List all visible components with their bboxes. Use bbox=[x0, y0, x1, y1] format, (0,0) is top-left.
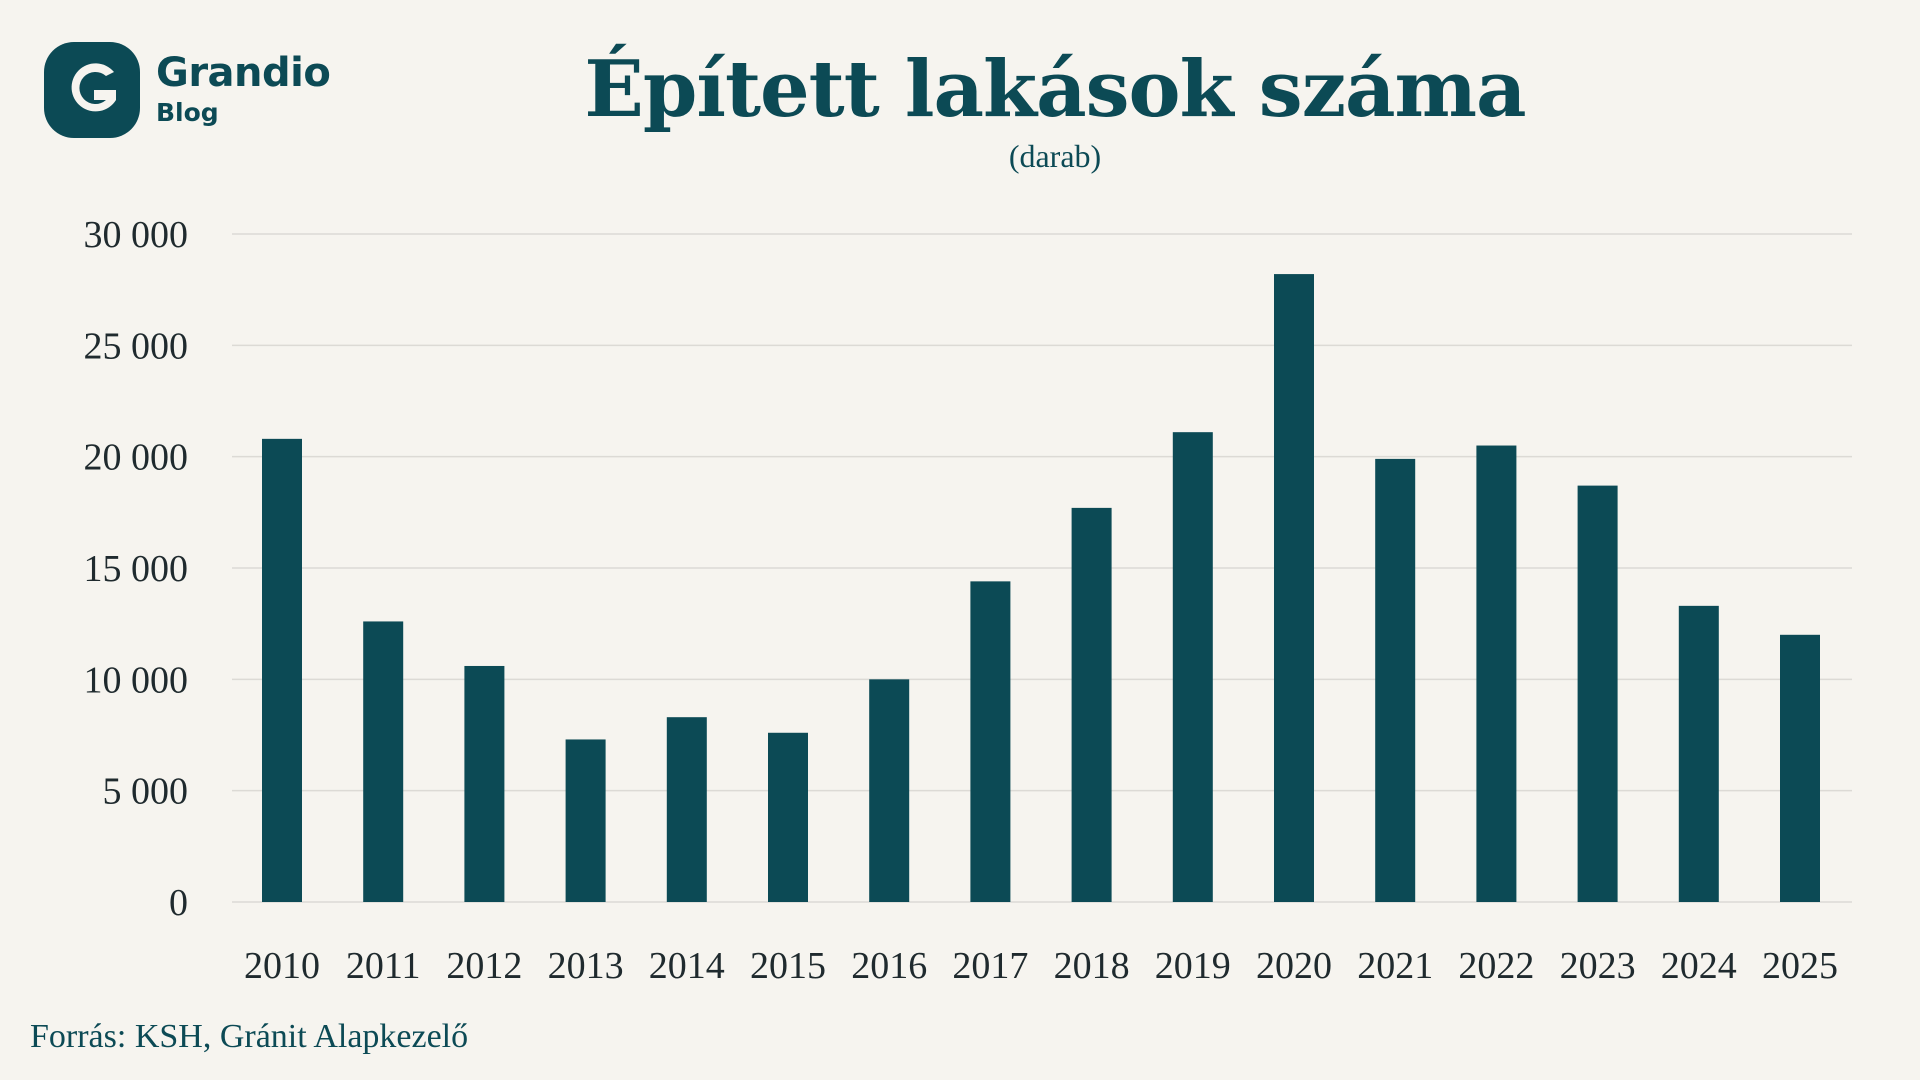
brand-name: Grandio bbox=[156, 50, 331, 96]
bar-2018 bbox=[1071, 507, 1112, 902]
x-tick-label: 2016 bbox=[851, 945, 927, 987]
x-tick-label: 2024 bbox=[1661, 945, 1737, 987]
bar-2017 bbox=[970, 581, 1011, 902]
y-tick-label: 20 000 bbox=[84, 437, 189, 479]
bar-2015 bbox=[768, 732, 808, 902]
bar-chart: 0 5 000 10 000 15 000 20 000 25 000 30 000 201… bbox=[84, 214, 1852, 987]
y-tick-label: 25 000 bbox=[84, 325, 189, 367]
x-tick-label: 2021 bbox=[1357, 945, 1433, 987]
x-tick-label: 2020 bbox=[1256, 945, 1332, 987]
bar-2010 bbox=[262, 438, 302, 902]
grandio-g-icon bbox=[44, 42, 140, 138]
x-tick-label: 2014 bbox=[649, 945, 725, 987]
bar-2011 bbox=[363, 621, 404, 902]
x-tick-label: 2019 bbox=[1155, 945, 1231, 987]
y-tick-label: 15 000 bbox=[84, 548, 189, 590]
y-tick-label: 5 000 bbox=[103, 771, 189, 813]
bar-2021 bbox=[1375, 458, 1416, 902]
y-tick-label: 0 bbox=[169, 882, 188, 924]
x-tick-label: 2018 bbox=[1054, 945, 1130, 987]
x-tick-label: 2023 bbox=[1560, 945, 1636, 987]
bar-2022 bbox=[1476, 445, 1517, 902]
bar-2016 bbox=[869, 679, 910, 902]
grandio-blog-logo[interactable]: Grandio Blog bbox=[44, 42, 384, 142]
bar-2025 bbox=[1780, 634, 1820, 902]
x-tick-label: 2022 bbox=[1458, 945, 1534, 987]
x-tick-label: 2010 bbox=[244, 945, 320, 987]
x-tick-label: 2012 bbox=[446, 945, 522, 987]
y-tick-label: 10 000 bbox=[84, 659, 189, 701]
chart-subtitle: (darab) bbox=[1008, 138, 1102, 174]
bar-2023 bbox=[1577, 485, 1618, 902]
bars bbox=[262, 274, 1820, 903]
x-tick-label: 2025 bbox=[1762, 945, 1838, 987]
bar-2013 bbox=[565, 739, 606, 902]
x-axis-tick-labels: 2010 2011 2012 2013 2014 2015 2016 2017 2018 2019… bbox=[244, 945, 1838, 987]
chart-title: Épített lakások száma bbox=[584, 44, 1526, 135]
source-note: Forrás: KSH, Gránit Alapkezelő bbox=[30, 1018, 469, 1055]
brand-sub: Blog bbox=[156, 98, 219, 127]
y-axis-tick-labels: 0 5 000 10 000 15 000 20 000 25 000 30 000 bbox=[84, 214, 189, 924]
bar-2019 bbox=[1172, 432, 1213, 902]
x-tick-label: 2015 bbox=[750, 945, 826, 987]
bar-2012 bbox=[464, 665, 505, 902]
x-tick-label: 2013 bbox=[548, 945, 624, 987]
bar-2020 bbox=[1274, 274, 1314, 903]
x-tick-label: 2017 bbox=[952, 945, 1028, 987]
x-tick-label: 2011 bbox=[346, 945, 421, 987]
bar-2024 bbox=[1678, 605, 1719, 902]
bar-2014 bbox=[666, 717, 707, 902]
y-tick-label: 30 000 bbox=[84, 214, 189, 256]
